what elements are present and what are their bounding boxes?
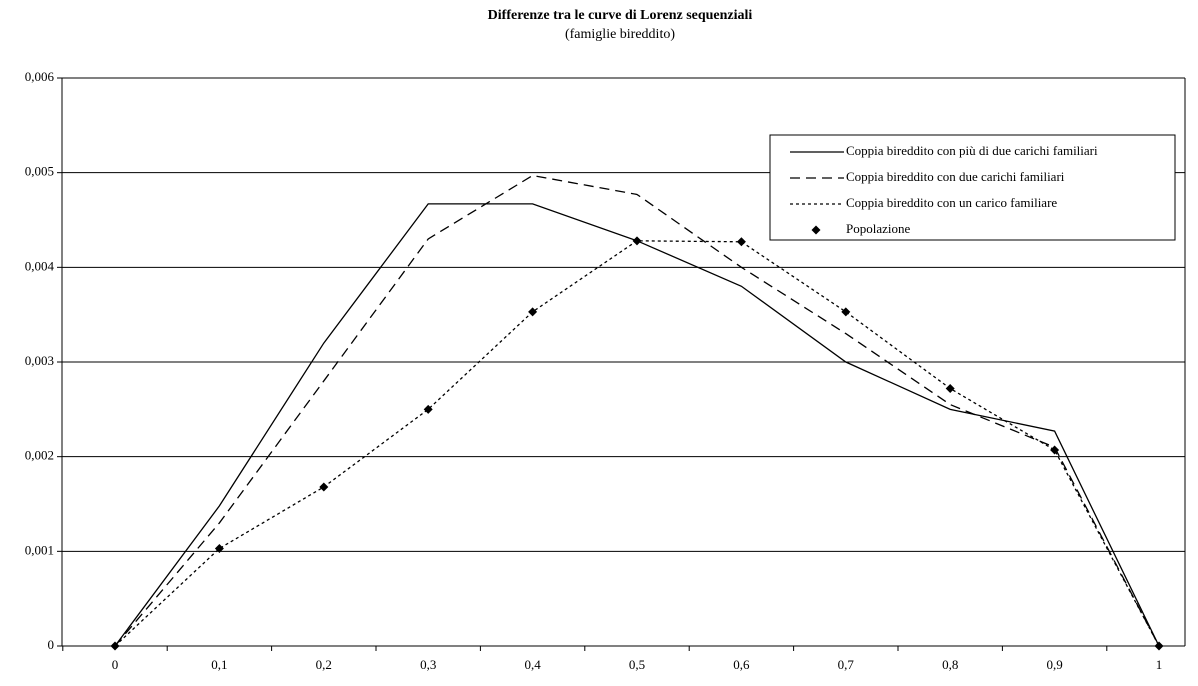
x-tick-label: 0,2: [316, 657, 332, 672]
y-tick-label: 0,003: [25, 353, 54, 368]
line: [114, 240, 1160, 647]
y-tick-label: 0,002: [25, 448, 54, 463]
x-tick-label: 1: [1156, 657, 1163, 672]
marker: [632, 236, 642, 246]
x-tick-label: 0,7: [838, 657, 855, 672]
legend-marker: [811, 225, 821, 235]
x-tick-label: 0,8: [942, 657, 958, 672]
x-tick-label: 0,6: [733, 657, 750, 672]
x-tick-label: 0: [112, 657, 119, 672]
legend-label: Popolazione: [846, 221, 910, 236]
x-tick-label: 0,5: [629, 657, 645, 672]
y-tick-label: 0,006: [25, 69, 55, 84]
marker: [1050, 445, 1060, 455]
x-tick-label: 0,9: [1046, 657, 1062, 672]
legend-label: Coppia bireddito con un carico familiare: [846, 195, 1057, 210]
legend-label: Coppia bireddito con due carichi familia…: [846, 169, 1065, 184]
marker: [736, 237, 746, 247]
y-tick-label: 0: [48, 637, 55, 652]
legend-label: Coppia bireddito con più di due carichi …: [846, 143, 1098, 158]
marker: [110, 641, 120, 651]
chart-subtitle: (famiglie bireddito): [565, 27, 675, 42]
marker: [528, 307, 538, 317]
x-tick-label: 0,4: [524, 657, 541, 672]
marker: [319, 482, 329, 492]
y-tick-label: 0,005: [25, 164, 54, 179]
y-tick-label: 0,001: [25, 542, 54, 557]
marker: [1154, 641, 1164, 651]
marker: [423, 404, 433, 414]
marker: [214, 543, 224, 553]
line: [114, 203, 1160, 647]
x-tick-label: 0,3: [420, 657, 436, 672]
y-tick-label: 0,004: [25, 258, 55, 273]
marker: [945, 384, 955, 394]
marker: [841, 307, 851, 317]
chart-title: Differenze tra le curve di Lorenz sequen…: [488, 8, 753, 23]
line: [114, 174, 1160, 647]
x-tick-label: 0,1: [211, 657, 227, 672]
